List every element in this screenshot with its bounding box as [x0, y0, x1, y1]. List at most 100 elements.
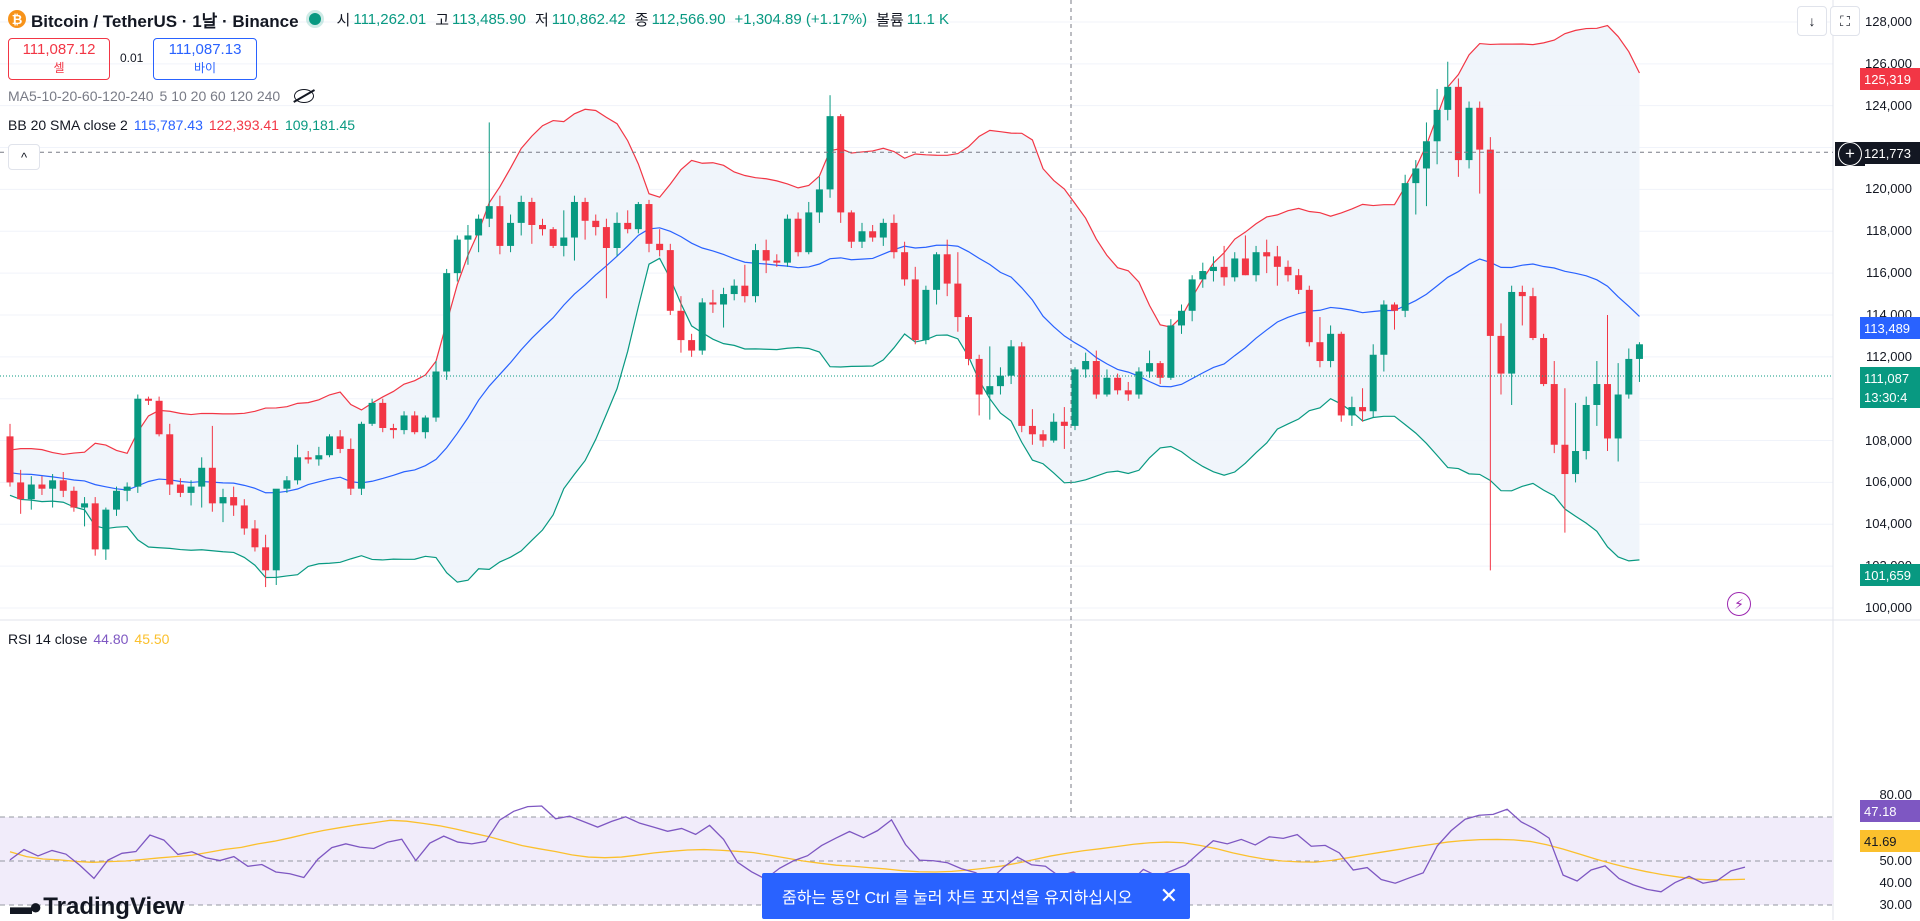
- candle-body: [198, 467, 206, 487]
- bb-upper-value: 122,393.41: [208, 117, 279, 133]
- spread-value: 0.01: [120, 51, 144, 65]
- price-tick-label: 120,000: [1865, 181, 1912, 197]
- candle-body: [1199, 271, 1207, 280]
- candle-body: [357, 423, 365, 489]
- candle-body: [837, 116, 845, 213]
- candle-body: [1486, 149, 1494, 336]
- candle-body: [326, 436, 333, 456]
- symbol-title[interactable]: Bitcoin / TetherUS · 1날 · Binance: [31, 11, 299, 31]
- candle-body: [730, 285, 738, 295]
- ohlc-values: 시 111,262.01 고 113,485.90 저 110,862.42 종 112…: [331, 9, 950, 30]
- tradingview-logo[interactable]: ▬● TradingView: [10, 893, 184, 921]
- candle-body: [698, 302, 706, 351]
- candle-body: [219, 497, 227, 504]
- rsi-ma-price-label: 41.69: [1860, 830, 1920, 852]
- candle-body: [176, 484, 184, 493]
- change-value: +1,304.89 (+1.17%): [734, 10, 868, 28]
- candle-body: [1103, 377, 1111, 395]
- download-button[interactable]: ↓: [1797, 6, 1827, 36]
- candle-body: [720, 294, 728, 305]
- candle-body: [1178, 310, 1185, 326]
- candle-body: [869, 231, 877, 238]
- bitcoin-logo-icon: ₿: [8, 10, 26, 28]
- candle-body: [134, 398, 142, 487]
- candle-body: [262, 547, 270, 571]
- sell-button[interactable]: 111,087.12 셀: [8, 38, 110, 80]
- add-alert-plus-icon[interactable]: +: [1838, 142, 1862, 166]
- candle-body: [933, 254, 941, 290]
- rsi-label: RSI 14 close: [8, 631, 88, 647]
- candle-body: [379, 402, 387, 429]
- candle-body: [1348, 407, 1356, 416]
- bb-indicator-legend[interactable]: BB 20 SMA close 2 115,787.43 122,393.41 …: [8, 117, 355, 133]
- candle-body: [453, 239, 461, 274]
- candle-body: [1263, 252, 1271, 257]
- open-key: 시: [336, 11, 351, 29]
- candle-body: [1220, 266, 1228, 278]
- price-tick-label: 128,000: [1865, 13, 1912, 29]
- candle-body: [1146, 363, 1154, 372]
- candle-body: [890, 222, 898, 253]
- candle-body: [421, 417, 429, 433]
- market-status-icon[interactable]: [308, 13, 321, 25]
- rsi-indicator-legend[interactable]: RSI 14 close 44.80 45.50: [8, 631, 169, 647]
- crosshair-price-label: 121,773: [1860, 142, 1920, 164]
- candle-body: [17, 482, 25, 500]
- rsi-price-label: 47.18: [1860, 800, 1920, 822]
- candle-body: [879, 222, 887, 238]
- candle-body: [1550, 384, 1558, 445]
- candle-body: [1572, 451, 1580, 475]
- close-key: 종: [634, 11, 649, 29]
- candle-body: [1114, 377, 1122, 391]
- candle-body: [411, 415, 419, 433]
- candle-body: [1209, 266, 1217, 272]
- buy-price: 111,087.13: [168, 41, 242, 58]
- buy-button[interactable]: 111,087.13 바이: [153, 38, 257, 80]
- candle-body: [208, 467, 216, 504]
- candle-body: [240, 505, 248, 529]
- candle-body: [1391, 304, 1398, 311]
- candle-body: [6, 436, 14, 483]
- price-tick-label: 104,000: [1865, 516, 1912, 532]
- candle-body: [70, 490, 78, 508]
- candle-body: [1124, 390, 1132, 395]
- close-value: 112,566.90: [651, 10, 726, 28]
- hidden-eye-icon[interactable]: [294, 89, 315, 103]
- candle-body: [975, 358, 983, 395]
- candle-body: [1465, 107, 1473, 161]
- candle-body: [570, 201, 578, 238]
- candle-body: [1476, 107, 1484, 150]
- price-tick-label: 100,000: [1865, 600, 1912, 615]
- candle-body: [1060, 421, 1068, 426]
- candle-body: [166, 434, 174, 485]
- fullscreen-button[interactable]: ⛶: [1830, 6, 1860, 36]
- candle-body: [1092, 361, 1100, 395]
- candle-body: [187, 486, 195, 493]
- chevron-up-icon: ^: [20, 149, 28, 165]
- ma-label: MA5-10-20-60-120-240: [8, 88, 154, 104]
- candle-body: [709, 302, 717, 305]
- close-icon[interactable]: ✕: [1159, 883, 1178, 908]
- candle-body: [783, 218, 791, 263]
- ma-indicator-legend[interactable]: MA5-10-20-60-120-240 5 10 20 60 120 240: [8, 88, 315, 104]
- rsi-tick-label: 50.00: [1879, 853, 1912, 868]
- tradingview-mark-icon: ▬●: [10, 894, 42, 919]
- candle-body: [677, 310, 685, 341]
- bb-basis-value: 115,787.43: [133, 117, 203, 133]
- collapse-legend-button[interactable]: ^: [8, 144, 40, 170]
- candle-body: [336, 436, 344, 449]
- price-tick-label: 108,000: [1865, 432, 1912, 448]
- candle-body: [954, 283, 962, 318]
- candle-body: [123, 486, 131, 491]
- ma-values: 5 10 20 60 120 240: [159, 88, 281, 104]
- candle-body: [81, 503, 89, 508]
- candle-body: [805, 212, 813, 253]
- candle-body: [38, 484, 46, 489]
- lightning-icon[interactable]: ⚡: [1727, 592, 1751, 616]
- candle-body: [1316, 342, 1324, 362]
- price-tick-label: 112,000: [1865, 348, 1912, 364]
- bb-fill-area: [10, 25, 1640, 583]
- candle-body: [1401, 183, 1409, 311]
- candle-body: [656, 243, 664, 251]
